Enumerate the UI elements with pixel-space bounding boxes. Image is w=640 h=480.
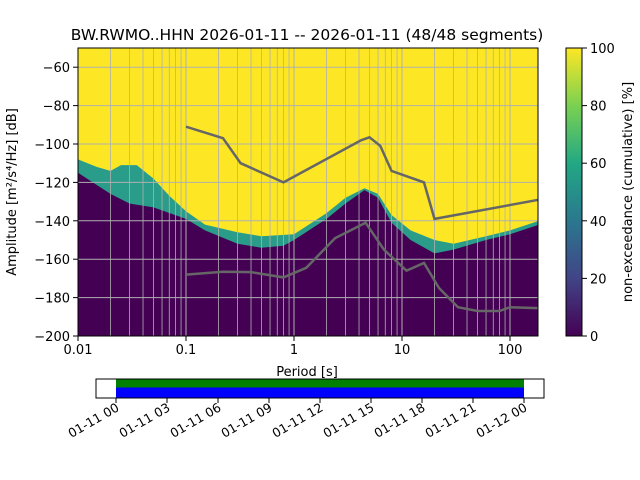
- y-tick-label: −60: [43, 61, 70, 76]
- colorbar-tick-label: 100: [590, 42, 615, 57]
- nlnm-line: [185, 221, 538, 313]
- y-tick-label: −160: [34, 253, 70, 268]
- nhnm-line: [185, 125, 538, 221]
- plot-area: [78, 48, 538, 336]
- plot-frame: [77, 47, 539, 337]
- y-axis-label: Amplitude [m²/s⁴/Hz] [dB]: [5, 108, 20, 276]
- timeline-tick-label: 01-11 03: [116, 400, 172, 441]
- y-tick-label: −180: [34, 292, 70, 307]
- timeline-processed-bar: [116, 387, 524, 398]
- timeline-tick-label: 01-11 09: [218, 400, 274, 441]
- x-axis-label: Period [s]: [276, 365, 338, 380]
- colorbar-tick-label: 60: [590, 157, 607, 172]
- grid-lines: [78, 48, 538, 336]
- timeline-tick-label: 01-11 00: [65, 400, 121, 441]
- x-tick-label: 100: [498, 343, 523, 358]
- timeline-tick-label: 01-11 12: [269, 400, 325, 441]
- timeline-tick-label: 01-11 18: [371, 400, 427, 441]
- timeline-tick-label: 01-11 21: [422, 400, 478, 441]
- colorbar-tick-label: 0: [590, 330, 598, 345]
- y-tick-label: −120: [34, 176, 70, 191]
- timeline-coverage-bar: [116, 379, 524, 388]
- x-tick-label: 1: [290, 343, 298, 358]
- colorbar-label: non-exceedance (cumulative) [%]: [621, 82, 636, 302]
- colorbar-tick-label: 20: [590, 272, 607, 287]
- y-tick-label: −80: [43, 100, 70, 115]
- y-tick-label: −140: [34, 215, 70, 230]
- colorbar-tick-label: 80: [590, 100, 607, 115]
- timeline-tick-label: 01-12 00: [473, 400, 529, 441]
- timeline-tick-label: 01-11 06: [167, 400, 223, 441]
- density-low-region: [78, 172, 538, 336]
- x-tick-label: 0.1: [176, 343, 197, 358]
- colorbar: [565, 47, 583, 337]
- y-tick-label: −100: [34, 138, 70, 153]
- x-tick-label: 10: [394, 343, 411, 358]
- colorbar-tick-label: 40: [590, 215, 607, 230]
- x-tick-label: 0.01: [64, 343, 93, 358]
- chart-title: BW.RWMO..HHN 2026-01-11 -- 2026-01-11 (4…: [71, 26, 544, 44]
- timeline-tick-label: 01-11 15: [320, 400, 376, 441]
- y-tick-label: −200: [34, 330, 70, 345]
